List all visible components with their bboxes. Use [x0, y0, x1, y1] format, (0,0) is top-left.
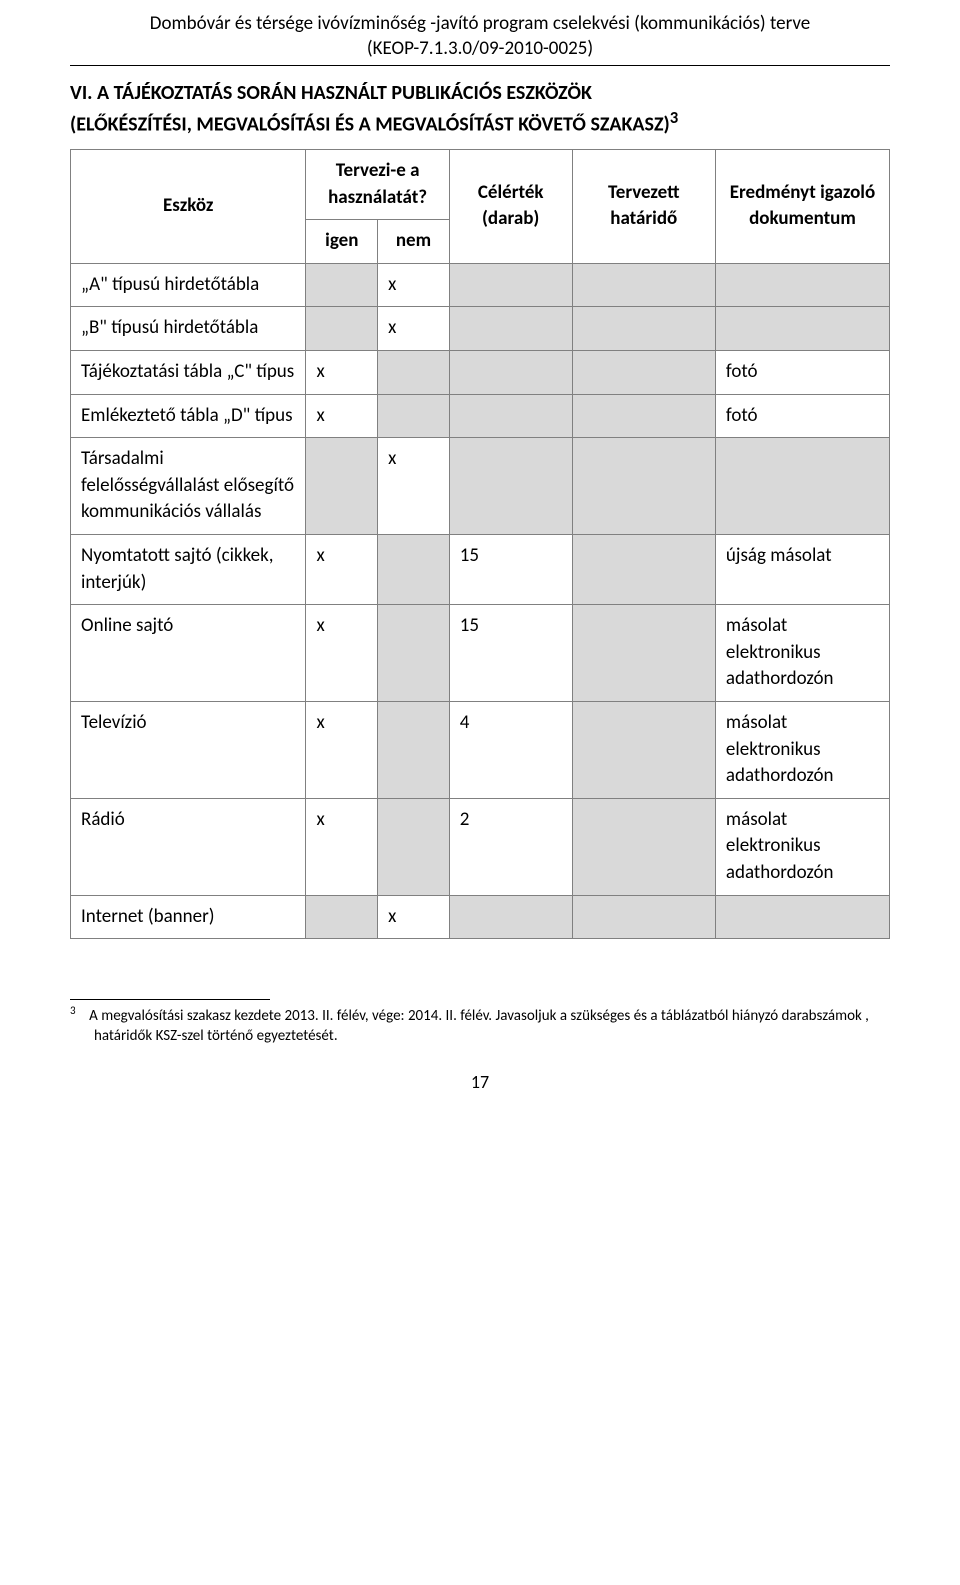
section-title: VI. A TÁJÉKOZTATÁS SORÁN HASZNÁLT PUBLIK…: [70, 80, 890, 139]
table-row: Emlékeztető tábla „D" típusx fotó: [71, 394, 890, 438]
cell-target: [449, 394, 572, 438]
doc-header: Dombóvár és térsége ivóvízminőség -javít…: [70, 12, 890, 61]
cell-deadline: [572, 438, 715, 535]
cell-yes: [306, 438, 378, 535]
cell-yes: [306, 307, 378, 351]
cell-target: 4: [449, 701, 572, 798]
col-header-deadline: Tervezett határidő: [572, 150, 715, 264]
footnote-divider: [70, 999, 270, 1000]
cell-result: másolat elektronikus adathordozón: [715, 798, 889, 895]
cell-deadline: [572, 895, 715, 939]
cell-yes: x: [306, 394, 378, 438]
table-row: Rádióx2 másolat elektronikus adathordozón: [71, 798, 890, 895]
header-divider: [70, 65, 890, 66]
footnote: 3 A megvalósítási szakasz kezdete 2013. …: [70, 1004, 890, 1047]
col-header-plan: Tervezi-e a használatát?: [306, 150, 449, 220]
section-title-line-2: (ELŐKÉSZÍTÉSI, MEGVALÓSÍTÁSI ÉS A MEGVAL…: [70, 113, 670, 137]
col-header-tool: Eszköz: [71, 150, 306, 264]
target-unit-label: (darab): [482, 207, 539, 230]
cell-tool: Nyomtatott sajtó (cikkek, interjúk): [71, 534, 306, 604]
cell-result: másolat elektronikus adathordozón: [715, 701, 889, 798]
cell-result: fotó: [715, 394, 889, 438]
cell-deadline: [572, 307, 715, 351]
cell-no: x: [378, 895, 450, 939]
col-header-result: Eredményt igazoló dokumentum: [715, 150, 889, 264]
col-header-yes: igen: [306, 220, 378, 264]
footnote-text: A megvalósítási szakasz kezdete 2013. II…: [89, 1007, 869, 1045]
cell-target: [449, 307, 572, 351]
table-header-row-1: Eszköz Tervezi-e a használatát? Célérték…: [71, 150, 890, 220]
cell-deadline: [572, 394, 715, 438]
cell-target: [449, 438, 572, 535]
cell-tool: „B" típusú hirdetőtábla: [71, 307, 306, 351]
cell-result: [715, 895, 889, 939]
cell-tool: Online sajtó: [71, 605, 306, 702]
cell-tool: Tájékoztatási tábla „C" típus: [71, 351, 306, 395]
section-title-line-1: VI. A TÁJÉKOZTATÁS SORÁN HASZNÁLT PUBLIK…: [70, 81, 592, 105]
publication-tools-table: Eszköz Tervezi-e a használatát? Célérték…: [70, 149, 890, 939]
table-row: Nyomtatott sajtó (cikkek, interjúk)x 15 új…: [71, 534, 890, 604]
cell-target: 2: [449, 798, 572, 895]
cell-tool: Rádió: [71, 798, 306, 895]
target-label: Célérték: [478, 181, 544, 204]
cell-no: [378, 534, 450, 604]
cell-deadline: [572, 534, 715, 604]
cell-target: [449, 263, 572, 307]
cell-target: [449, 895, 572, 939]
table-row: Televízióx4 másolat elektronikus adathord…: [71, 701, 890, 798]
cell-deadline: [572, 798, 715, 895]
header-line-2: (KEOP-7.1.3.0/09-2010-0025): [70, 37, 890, 62]
page-number: 17: [70, 1071, 890, 1093]
cell-deadline: [572, 351, 715, 395]
cell-no: [378, 798, 450, 895]
cell-tool: Emlékeztető tábla „D" típus: [71, 394, 306, 438]
cell-yes: [306, 895, 378, 939]
page: Dombóvár és térsége ivóvízminőség -javít…: [0, 0, 960, 1113]
cell-target: [449, 351, 572, 395]
table-row: Tájékoztatási tábla „C" típusx fotó: [71, 351, 890, 395]
cell-tool: Társadalmi felelősségvállalást elősegítő…: [71, 438, 306, 535]
cell-no: x: [378, 263, 450, 307]
cell-tool: Internet (banner): [71, 895, 306, 939]
cell-no: [378, 605, 450, 702]
cell-no: x: [378, 307, 450, 351]
cell-deadline: [572, 701, 715, 798]
table-row: „B" típusú hirdetőtábla x: [71, 307, 890, 351]
cell-result: [715, 263, 889, 307]
section-title-footnote-ref: 3: [670, 108, 678, 128]
cell-no: x: [378, 438, 450, 535]
table-row: Társadalmi felelősségvállalást elősegítő…: [71, 438, 890, 535]
cell-tool: „A" típusú hirdetőtábla: [71, 263, 306, 307]
cell-target: 15: [449, 534, 572, 604]
cell-no: [378, 701, 450, 798]
cell-yes: x: [306, 798, 378, 895]
footnote-number: 3: [70, 1004, 76, 1017]
col-header-no: nem: [378, 220, 450, 264]
cell-target: 15: [449, 605, 572, 702]
cell-deadline: [572, 263, 715, 307]
col-header-target: Célérték (darab): [449, 150, 572, 264]
cell-result: [715, 438, 889, 535]
cell-result: újság másolat: [715, 534, 889, 604]
cell-no: [378, 394, 450, 438]
cell-yes: x: [306, 701, 378, 798]
table-row: „A" típusú hirdetőtábla x: [71, 263, 890, 307]
cell-tool: Televízió: [71, 701, 306, 798]
cell-yes: x: [306, 534, 378, 604]
cell-result: fotó: [715, 351, 889, 395]
table-body: „A" típusú hirdetőtáblax„B" típusú hirde…: [71, 263, 890, 938]
table-row: Internet (banner) x: [71, 895, 890, 939]
cell-result: másolat elektronikus adathordozón: [715, 605, 889, 702]
cell-deadline: [572, 605, 715, 702]
cell-yes: [306, 263, 378, 307]
cell-result: [715, 307, 889, 351]
table-row: Online sajtóx 15 másolat elektronikus adat…: [71, 605, 890, 702]
header-line-1: Dombóvár és térsége ivóvízminőség -javít…: [70, 12, 890, 37]
cell-yes: x: [306, 351, 378, 395]
cell-yes: x: [306, 605, 378, 702]
cell-no: [378, 351, 450, 395]
